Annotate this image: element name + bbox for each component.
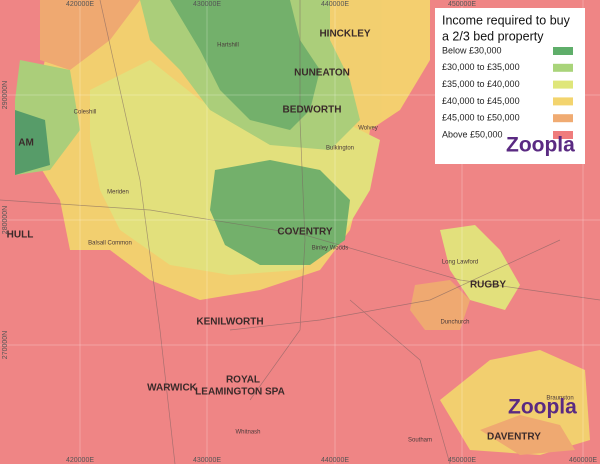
place-label: DAVENTRY xyxy=(487,432,541,443)
place-label: WARWICK xyxy=(147,383,198,394)
region-rugby xyxy=(440,225,520,310)
grid-label: 420000E xyxy=(66,457,94,464)
town-label: Dunchurch xyxy=(440,320,469,326)
region-below-30k-north xyxy=(170,0,320,130)
road xyxy=(0,199,600,301)
town-label: Wolvey xyxy=(358,126,378,132)
legend-label: £45,000 to £50,000 xyxy=(442,113,520,123)
legend-label: Below £30,000 xyxy=(442,45,502,55)
region-below-30k-west xyxy=(15,110,50,175)
town-label: Bulkington xyxy=(326,146,354,152)
town-label: Meriden xyxy=(107,190,129,196)
place-label: HULL xyxy=(7,230,34,241)
town-label: Whitnash xyxy=(235,430,260,436)
legend-swatch xyxy=(553,114,573,123)
place-label: BEDWORTH xyxy=(283,105,342,116)
legend-swatch xyxy=(553,47,573,55)
town-label: Hartshill xyxy=(217,43,239,49)
grid-label: 450000E xyxy=(448,457,476,464)
town-label: Braunston xyxy=(546,396,573,402)
region-below-30k-coventry xyxy=(210,160,350,265)
town-label: Coleshill xyxy=(74,110,97,116)
legend-swatch xyxy=(553,97,573,106)
region-45-50k-rugby xyxy=(410,280,470,330)
grid-label: 430000E xyxy=(193,457,221,464)
logo-watermark: Zoopla xyxy=(508,396,577,419)
grid-label: 460000E xyxy=(569,457,597,464)
place-label: RUGBY xyxy=(470,280,506,291)
grid-label: 450000E xyxy=(448,1,476,8)
legend-swatch xyxy=(553,131,573,139)
town-label: Balsall Common xyxy=(88,241,132,247)
grid-label: 280000N xyxy=(2,206,9,234)
place-label: HINCKLEY xyxy=(319,29,370,40)
place-label: NUNEATON xyxy=(294,68,350,79)
road xyxy=(349,299,451,464)
legend-swatch xyxy=(553,63,573,72)
grid-label: 420000E xyxy=(66,1,94,8)
legend-title: a 2/3 bed property xyxy=(442,29,544,43)
grid-label: 430000E xyxy=(193,1,221,8)
logo: Zoopla xyxy=(506,134,575,157)
road xyxy=(249,0,306,401)
legend-label: £40,000 to £45,000 xyxy=(442,96,520,106)
region-45-50k-nw xyxy=(40,0,140,70)
income-regions xyxy=(15,0,590,455)
place-label: AM xyxy=(18,138,34,149)
grid-label: 440000E xyxy=(321,1,349,8)
grid-label: 440000E xyxy=(321,457,349,464)
grid-label: 290000N xyxy=(2,81,9,109)
town-label: Southam xyxy=(408,438,432,444)
place-labels: HINCKLEY NUNEATON BEDWORTH COVENTRY KENILWOR… xyxy=(7,29,574,444)
place-label: COVENTRY xyxy=(277,227,333,238)
road xyxy=(99,0,176,464)
region-45-50k-daventry xyxy=(480,415,575,455)
grid-label: 270000N xyxy=(2,331,9,359)
legend-label: £35,000 to £40,000 xyxy=(442,79,520,89)
place-label: KENILWORTH xyxy=(196,317,263,328)
legend: Income required to buy a 2/3 bed propert… xyxy=(435,8,585,164)
town-label: Binley Woods xyxy=(312,246,349,252)
place-label: LEAMINGTON SPA xyxy=(195,387,285,398)
legend-swatch xyxy=(553,80,573,89)
place-label: ROYAL xyxy=(226,375,260,386)
legend-title: Income required to buy xyxy=(442,13,571,27)
road xyxy=(229,239,561,331)
legend-label: Above £50,000 xyxy=(442,129,503,139)
town-label: Long Lawford xyxy=(442,260,478,266)
legend-label: £30,000 to £35,000 xyxy=(442,62,520,72)
legend-items: Below £30,000 £30,000 to £35,000 £35,000 t… xyxy=(442,45,573,139)
